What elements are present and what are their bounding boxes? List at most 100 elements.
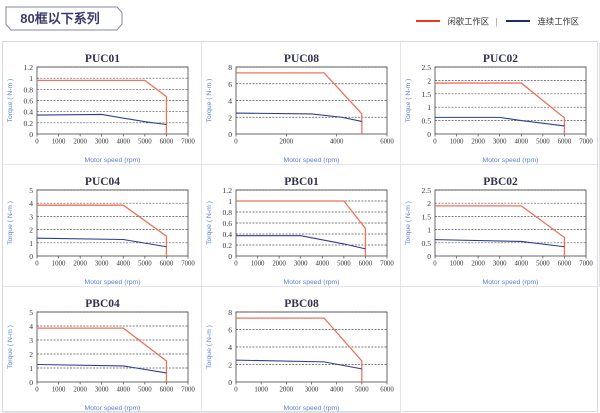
- svg-text:7000: 7000: [181, 139, 195, 146]
- svg-text:4000: 4000: [514, 261, 528, 268]
- svg-text:1000: 1000: [450, 261, 464, 268]
- svg-text:Torque ( N-m ): Torque ( N-m ): [206, 325, 213, 369]
- svg-text:1: 1: [427, 103, 431, 112]
- svg-text:6: 6: [228, 326, 232, 335]
- svg-text:3: 3: [29, 212, 33, 221]
- svg-text:7000: 7000: [380, 261, 394, 268]
- svg-text:5000: 5000: [138, 261, 152, 268]
- svg-text:3000: 3000: [95, 139, 109, 146]
- svg-text:3000: 3000: [305, 387, 319, 394]
- svg-text:PUC02: PUC02: [483, 53, 518, 65]
- svg-text:Torque ( N-m ): Torque ( N-m ): [206, 79, 213, 123]
- svg-text:4: 4: [29, 199, 33, 208]
- svg-text:1000: 1000: [52, 387, 66, 394]
- svg-text:1.5: 1.5: [422, 212, 432, 221]
- svg-text:2.5: 2.5: [422, 63, 432, 72]
- svg-text:3000: 3000: [493, 261, 507, 268]
- svg-text:5: 5: [29, 308, 33, 317]
- svg-text:6: 6: [228, 80, 232, 89]
- svg-text:Motor speed (rpm): Motor speed (rpm): [483, 157, 539, 164]
- svg-text:3000: 3000: [95, 261, 109, 268]
- svg-text:7000: 7000: [181, 261, 195, 268]
- svg-text:0.6: 0.6: [24, 97, 34, 106]
- svg-text:1000: 1000: [254, 387, 268, 394]
- svg-text:0: 0: [29, 378, 33, 387]
- svg-text:0: 0: [433, 139, 437, 146]
- svg-text:6000: 6000: [558, 139, 572, 146]
- svg-text:PBC02: PBC02: [483, 176, 518, 188]
- svg-text:0: 0: [234, 261, 238, 268]
- svg-text:4000: 4000: [330, 139, 344, 146]
- svg-text:Torque ( N-m ): Torque ( N-m ): [405, 79, 412, 123]
- svg-text:Motor speed (rpm): Motor speed (rpm): [284, 157, 340, 164]
- svg-text:0: 0: [234, 139, 238, 146]
- svg-text:1: 1: [29, 364, 33, 373]
- svg-text:Motor speed (rpm): Motor speed (rpm): [85, 279, 141, 286]
- svg-text:0.8: 0.8: [24, 85, 34, 94]
- svg-text:6000: 6000: [359, 261, 373, 268]
- svg-text:|: |: [496, 16, 498, 26]
- svg-text:2: 2: [427, 76, 431, 85]
- svg-text:1.2: 1.2: [24, 63, 34, 72]
- svg-text:7000: 7000: [579, 139, 593, 146]
- svg-text:2000: 2000: [73, 387, 87, 394]
- svg-text:Torque ( N-m ): Torque ( N-m ): [206, 201, 213, 245]
- svg-text:Motor speed (rpm): Motor speed (rpm): [85, 405, 141, 412]
- svg-text:2: 2: [29, 350, 33, 359]
- svg-text:0.6: 0.6: [223, 219, 233, 228]
- svg-text:0: 0: [228, 252, 232, 261]
- svg-text:1000: 1000: [52, 261, 66, 268]
- svg-text:Motor speed (rpm): Motor speed (rpm): [483, 279, 539, 286]
- svg-text:Torque ( N-m ): Torque ( N-m ): [405, 201, 412, 245]
- svg-text:0.2: 0.2: [223, 241, 233, 250]
- svg-text:1: 1: [228, 197, 232, 206]
- svg-text:4000: 4000: [116, 139, 130, 146]
- svg-text:5000: 5000: [536, 261, 550, 268]
- svg-text:Motor speed (rpm): Motor speed (rpm): [85, 157, 141, 164]
- svg-text:6000: 6000: [558, 261, 572, 268]
- svg-text:2000: 2000: [280, 139, 294, 146]
- svg-text:5000: 5000: [138, 139, 152, 146]
- svg-text:1000: 1000: [450, 139, 464, 146]
- svg-text:闲歇工作区: 闲歇工作区: [448, 16, 490, 26]
- svg-text:0: 0: [234, 387, 238, 394]
- svg-text:4000: 4000: [116, 261, 130, 268]
- svg-text:0: 0: [35, 387, 39, 394]
- svg-text:2000: 2000: [73, 261, 87, 268]
- svg-text:0.2: 0.2: [24, 119, 34, 128]
- svg-text:0.4: 0.4: [24, 108, 34, 117]
- svg-text:PBC01: PBC01: [284, 176, 319, 188]
- svg-text:5000: 5000: [138, 387, 152, 394]
- svg-text:2000: 2000: [280, 387, 294, 394]
- svg-text:6000: 6000: [160, 139, 174, 146]
- svg-text:0: 0: [35, 261, 39, 268]
- svg-text:6000: 6000: [380, 139, 394, 146]
- svg-text:1.2: 1.2: [223, 186, 233, 195]
- svg-text:1: 1: [29, 74, 33, 83]
- svg-text:6000: 6000: [380, 387, 394, 394]
- svg-text:8: 8: [228, 63, 232, 72]
- svg-text:连续工作区: 连续工作区: [538, 16, 580, 26]
- svg-text:4000: 4000: [315, 261, 329, 268]
- svg-text:5000: 5000: [337, 261, 351, 268]
- svg-text:2: 2: [228, 113, 232, 122]
- svg-text:4: 4: [29, 322, 33, 331]
- svg-text:4000: 4000: [330, 387, 344, 394]
- svg-text:2: 2: [29, 226, 33, 235]
- svg-text:Torque ( N-m ): Torque ( N-m ): [7, 325, 14, 369]
- svg-text:1000: 1000: [251, 261, 265, 268]
- svg-text:2000: 2000: [471, 139, 485, 146]
- svg-text:0: 0: [29, 252, 33, 261]
- svg-text:0: 0: [29, 130, 33, 139]
- svg-text:2: 2: [228, 361, 232, 370]
- svg-text:Torque ( N-m ): Torque ( N-m ): [7, 201, 14, 245]
- svg-text:PBC08: PBC08: [284, 298, 319, 310]
- svg-text:Torque ( N-m ): Torque ( N-m ): [7, 79, 14, 123]
- svg-text:4: 4: [228, 343, 232, 352]
- svg-text:7000: 7000: [579, 261, 593, 268]
- svg-text:1.5: 1.5: [422, 90, 432, 99]
- svg-text:2000: 2000: [471, 261, 485, 268]
- svg-text:6000: 6000: [160, 261, 174, 268]
- svg-text:4000: 4000: [514, 139, 528, 146]
- svg-text:2: 2: [427, 199, 431, 208]
